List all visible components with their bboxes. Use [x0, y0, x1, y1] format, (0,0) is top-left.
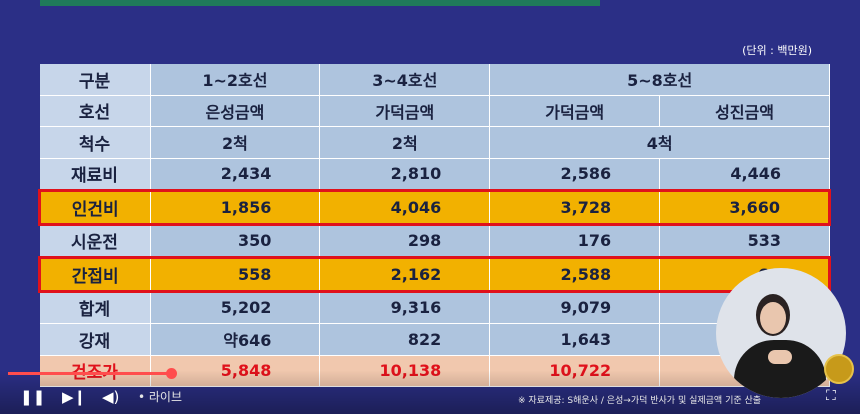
group-3-4: 3~4호선 [319, 64, 491, 96]
value-cell: 558 [150, 256, 321, 293]
group-5-8: 5~8호선 [489, 64, 830, 96]
row-label: 합계 [39, 291, 151, 324]
header-label: 구분 [39, 64, 151, 96]
value-cell: 5,848 [150, 355, 321, 387]
value-cell: 2,586 [489, 158, 661, 191]
group-1-2: 1~2호선 [150, 64, 321, 96]
count-cell: 2척 [150, 126, 321, 159]
table-row: 강재 약646 822 1,643 [39, 323, 830, 356]
value-cell: 1,856 [150, 189, 321, 226]
interpreter-body [734, 340, 826, 398]
ship-row: 호선 은성금액 가덕금액 가덕금액 성진금액 [39, 95, 830, 127]
value-cell: 2,810 [319, 158, 491, 191]
live-indicator: • 라이브 [138, 390, 183, 404]
table-row: 건조가5,84810,13810,7229 [39, 355, 830, 387]
value-cell: 2,588 [489, 256, 661, 293]
ship-cell: 성진금액 [659, 95, 830, 127]
count-row: 척수 2척 2척 4척 [39, 126, 830, 159]
row-label: 시운전 [39, 224, 151, 258]
interpreter-hand [768, 350, 792, 364]
value-cell: 9,316 [319, 291, 491, 324]
value-cell: 350 [150, 224, 321, 258]
count-cell: 2척 [319, 126, 491, 159]
ship-label: 호선 [39, 95, 151, 127]
progress-bar[interactable] [8, 372, 172, 375]
row-label: 간접비 [38, 256, 151, 293]
value-cell: 4,446 [659, 158, 830, 191]
table-row: 인건비 1,856 4,046 3,728 3,660 [38, 189, 831, 226]
unit-note: (단위 : 백만원) [742, 44, 812, 57]
count-label: 척수 [39, 126, 151, 159]
value-cell: 3,660 [659, 189, 831, 226]
top-accent-bar [40, 0, 600, 6]
fullscreen-icon[interactable]: ⛶ [826, 388, 836, 404]
table-row: 재료비 2,434 2,810 2,586 4,446 [39, 158, 830, 191]
value-cell: 약646 [150, 323, 321, 356]
row-label: 건조가 [39, 355, 151, 387]
pause-icon[interactable]: ❚❚ [20, 388, 46, 406]
ship-cell: 가덕금액 [489, 95, 661, 127]
interpreter-face [760, 302, 786, 334]
value-cell: 3,728 [489, 189, 661, 226]
value-cell: 298 [319, 224, 491, 258]
row-label: 인건비 [38, 189, 151, 226]
next-icon[interactable]: ▶❙ [62, 388, 87, 406]
volume-icon[interactable]: ◀) [102, 388, 120, 406]
row-label: 재료비 [39, 158, 151, 191]
table-row: 시운전 350 298 176 533 [39, 224, 830, 258]
table-header-row: 구분 1~2호선 3~4호선 5~8호선 [39, 64, 830, 96]
row-label: 강재 [39, 323, 151, 356]
value-cell: 533 [659, 224, 830, 258]
value-cell: 9,079 [489, 291, 661, 324]
value-cell: 2,434 [150, 158, 321, 191]
value-cell: 822 [319, 323, 491, 356]
ship-cell: 가덕금액 [319, 95, 491, 127]
council-emblem-icon [824, 354, 854, 384]
value-cell: 5,202 [150, 291, 321, 324]
sign-language-interpreter [716, 268, 846, 398]
value-cell: 4,046 [319, 189, 491, 226]
progress-knob[interactable] [166, 368, 177, 379]
ship-cell: 은성금액 [150, 95, 321, 127]
player-control-bar [0, 370, 860, 414]
value-cell: 10,138 [319, 355, 491, 387]
value-cell: 2,162 [319, 256, 491, 293]
source-note: ※ 자료제공: S해운사 / 은성→가덕 반사가 및 실제금액 기준 산출 [518, 396, 762, 406]
count-cell: 4척 [489, 126, 830, 159]
cost-table: 구분 1~2호선 3~4호선 5~8호선 호선 은성금액 가덕금액 가덕금액 성… [38, 64, 831, 387]
value-cell: 176 [489, 224, 661, 258]
value-cell: 1,643 [489, 323, 661, 356]
value-cell: 10,722 [489, 355, 661, 387]
